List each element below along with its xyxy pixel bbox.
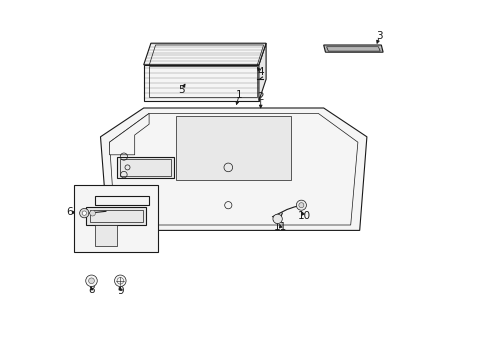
Circle shape bbox=[80, 208, 89, 218]
Text: 7: 7 bbox=[131, 188, 138, 198]
Polygon shape bbox=[101, 108, 366, 230]
Circle shape bbox=[272, 214, 282, 224]
Polygon shape bbox=[109, 113, 149, 155]
Text: 2: 2 bbox=[257, 92, 264, 102]
Polygon shape bbox=[86, 207, 145, 225]
Circle shape bbox=[82, 211, 86, 215]
Polygon shape bbox=[117, 157, 174, 178]
Circle shape bbox=[296, 200, 306, 210]
Text: 3: 3 bbox=[375, 31, 382, 41]
Text: 6: 6 bbox=[66, 207, 73, 217]
Circle shape bbox=[114, 275, 126, 287]
Polygon shape bbox=[323, 45, 382, 52]
Text: 11: 11 bbox=[273, 222, 286, 232]
Circle shape bbox=[88, 278, 94, 284]
Bar bbox=[73, 185, 158, 252]
Circle shape bbox=[85, 275, 97, 287]
Polygon shape bbox=[95, 196, 149, 205]
Text: 5: 5 bbox=[178, 85, 184, 95]
Text: 10: 10 bbox=[297, 211, 310, 221]
Circle shape bbox=[298, 203, 303, 208]
Text: 8: 8 bbox=[88, 285, 95, 295]
Polygon shape bbox=[143, 43, 265, 65]
Text: 9: 9 bbox=[117, 285, 123, 296]
Polygon shape bbox=[258, 43, 265, 101]
Polygon shape bbox=[143, 65, 258, 101]
Text: 1: 1 bbox=[235, 90, 242, 100]
Text: 4: 4 bbox=[257, 67, 264, 77]
Circle shape bbox=[89, 210, 95, 216]
Polygon shape bbox=[95, 225, 117, 246]
Polygon shape bbox=[176, 116, 291, 180]
